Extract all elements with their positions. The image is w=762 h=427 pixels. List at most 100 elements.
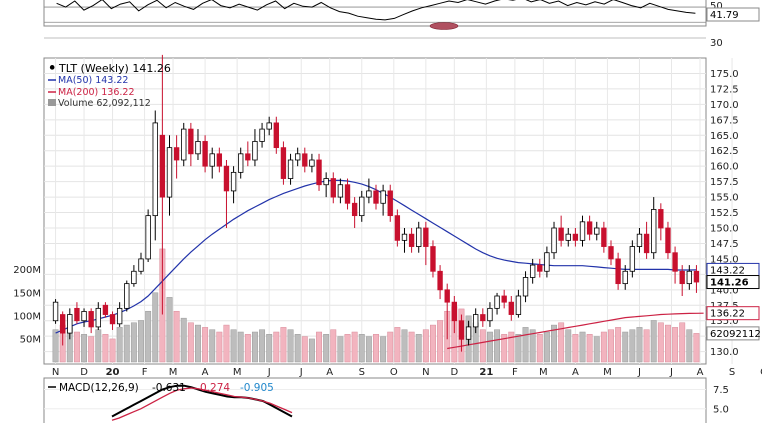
candle-body <box>138 258 144 272</box>
time-tick-label: J <box>267 367 271 378</box>
legend-volume-swatch <box>48 99 56 106</box>
candle-body <box>586 221 593 235</box>
time-tick-label: F <box>142 367 148 378</box>
price-tick-label: 140.0 <box>710 285 739 296</box>
candle-body <box>387 190 393 217</box>
candle-body <box>181 128 187 161</box>
time-tick-label: S <box>729 367 735 378</box>
candle-body <box>316 159 322 186</box>
volume-bar <box>138 320 144 363</box>
macd-value-hist: -0.905 <box>240 382 274 394</box>
candle-body <box>501 295 507 303</box>
legend-ma200: MA(200) 136.22 <box>58 87 135 98</box>
candle-body <box>416 227 422 247</box>
volume-bar <box>244 334 251 363</box>
candle-body <box>287 159 294 179</box>
volume-bar <box>536 334 543 363</box>
volume-bar <box>479 329 486 363</box>
volume-bar <box>415 334 422 363</box>
volume-bar <box>259 329 266 363</box>
candle-body <box>430 246 436 272</box>
volume-bar <box>665 324 671 363</box>
volume-bar <box>130 322 137 363</box>
volume-bar <box>52 329 59 363</box>
time-tick-label: M <box>233 367 242 378</box>
volume-bar <box>323 334 330 363</box>
candle-body <box>451 301 458 322</box>
price-tick-label: 152.5 <box>710 208 739 219</box>
rsi-oversold-fill <box>429 22 459 30</box>
volume-bar <box>650 320 657 363</box>
candle-body <box>337 184 344 198</box>
macd-title: MACD(12,26,9) <box>59 382 139 394</box>
volume-bar <box>572 334 579 363</box>
candle-body <box>693 270 700 283</box>
ma200-line <box>447 312 704 350</box>
volume-bar <box>195 324 201 363</box>
price-tick-label: 170.0 <box>710 100 739 111</box>
volume-bar <box>330 329 337 363</box>
volume-bar <box>586 334 593 363</box>
volume-bar <box>273 331 280 363</box>
candle-body <box>124 283 130 309</box>
volume-tick-label: 50M <box>20 334 41 345</box>
candle-body <box>579 221 586 241</box>
price-legend: ⚫ TLT (Weekly) 141.26 MA(50) 143.22 MA(2… <box>48 62 171 109</box>
price-tick-label: 162.5 <box>710 146 739 157</box>
time-tick-label: F <box>512 367 518 378</box>
volume-bar <box>116 327 123 363</box>
volume-bar <box>102 334 109 363</box>
time-tick-label: O <box>390 367 398 378</box>
candle-body <box>366 190 372 198</box>
volume-bar <box>223 324 230 363</box>
volume-bar <box>515 334 522 363</box>
price-tick-label: 130.0 <box>710 347 739 358</box>
rsi-tick-label: 30 <box>710 38 723 49</box>
candle-body <box>159 134 166 198</box>
volume-bar <box>173 310 180 363</box>
price-tick-label: 167.5 <box>710 115 739 126</box>
volume-bar <box>152 292 159 363</box>
time-tick-label: 21 <box>479 367 493 378</box>
volume-bar <box>81 334 87 363</box>
volume-bar <box>501 334 508 363</box>
candle-body <box>629 246 636 272</box>
volume-tick-label: 100M <box>13 311 41 322</box>
volume-bar <box>387 331 394 363</box>
volume-bar <box>593 336 600 363</box>
price-tick-label: 150.0 <box>710 224 739 235</box>
candle-body <box>465 326 472 340</box>
macd-panel-frame <box>43 377 707 427</box>
candle-body <box>529 264 536 278</box>
candle-body <box>223 165 230 192</box>
value-badge-label-price: 141.26 <box>710 278 749 289</box>
candle-body <box>252 141 258 161</box>
candle-body <box>665 227 671 254</box>
candle-body <box>202 141 208 167</box>
volume-bar <box>373 334 379 363</box>
candle-body <box>373 190 379 204</box>
candle-body <box>166 147 173 198</box>
candle-body <box>74 307 80 322</box>
chart-title: TLT (Weekly) 141.26 <box>58 62 171 75</box>
time-tick-label: 20 <box>106 367 120 378</box>
volume-bar <box>316 331 322 363</box>
value-badge-price <box>706 275 760 290</box>
candle-body <box>273 122 279 149</box>
candle-body <box>487 307 493 322</box>
price-tick-label: 155.0 <box>710 193 739 204</box>
volume-bar <box>486 331 493 363</box>
candle-body <box>394 215 401 241</box>
volume-bar <box>380 336 387 363</box>
volume-bar <box>657 322 664 363</box>
volume-bar <box>109 338 116 363</box>
candle-body <box>209 153 215 167</box>
candle-body <box>195 141 201 155</box>
candle-body <box>351 202 358 217</box>
value-badge-label-ma50: 143.22 <box>710 265 745 276</box>
value-badge-volume <box>706 326 760 341</box>
candle-body <box>494 295 500 309</box>
volume-bar <box>301 336 308 363</box>
price-tick-label: 157.5 <box>710 177 739 188</box>
price-tick-label: 160.0 <box>710 162 739 173</box>
